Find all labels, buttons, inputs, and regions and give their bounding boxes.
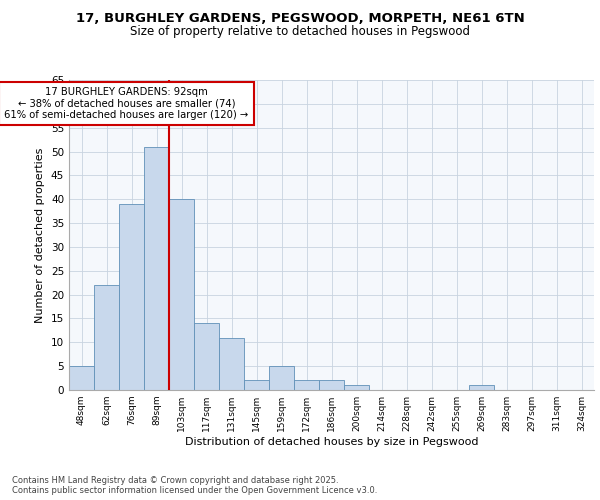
- Bar: [344, 385, 369, 390]
- X-axis label: Distribution of detached houses by size in Pegswood: Distribution of detached houses by size …: [185, 437, 478, 447]
- Bar: [269, 366, 294, 390]
- Bar: [469, 385, 494, 390]
- Y-axis label: Number of detached properties: Number of detached properties: [35, 148, 46, 322]
- Text: 17, BURGHLEY GARDENS, PEGSWOOD, MORPETH, NE61 6TN: 17, BURGHLEY GARDENS, PEGSWOOD, MORPETH,…: [76, 12, 524, 26]
- Text: Contains HM Land Registry data © Crown copyright and database right 2025.
Contai: Contains HM Land Registry data © Crown c…: [12, 476, 377, 495]
- Text: 17 BURGHLEY GARDENS: 92sqm
← 38% of detached houses are smaller (74)
61% of semi: 17 BURGHLEY GARDENS: 92sqm ← 38% of deta…: [4, 87, 248, 120]
- Bar: [219, 338, 244, 390]
- Bar: [119, 204, 144, 390]
- Bar: [169, 199, 194, 390]
- Text: Size of property relative to detached houses in Pegswood: Size of property relative to detached ho…: [130, 25, 470, 38]
- Bar: [69, 366, 94, 390]
- Bar: [94, 285, 119, 390]
- Bar: [294, 380, 319, 390]
- Bar: [194, 323, 219, 390]
- Bar: [244, 380, 269, 390]
- Bar: [319, 380, 344, 390]
- Bar: [144, 147, 169, 390]
